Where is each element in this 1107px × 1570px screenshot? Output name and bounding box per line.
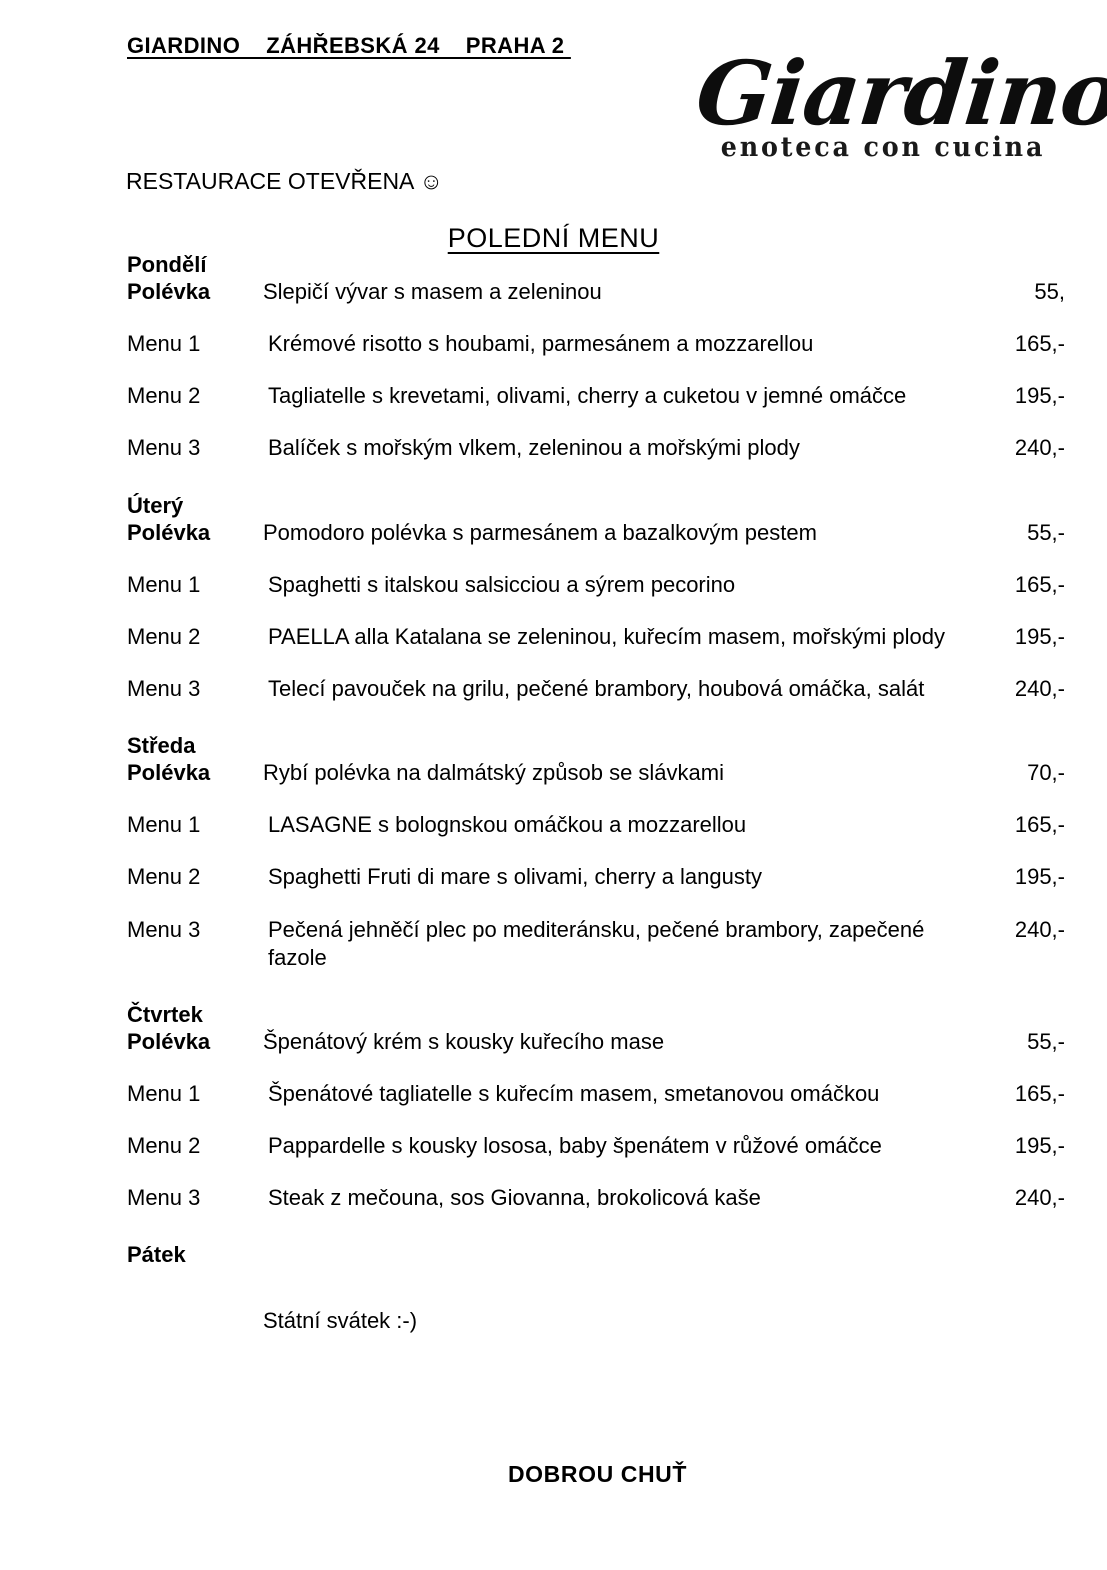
day-block: Čtvrtek Polévka Špenátový krém s kousky ku… — [0, 1002, 1107, 1213]
menu-row-label: Menu 3 — [127, 676, 201, 701]
menu-row: Menu 1 Krémové risotto s houbami, parmesá… — [0, 330, 1107, 358]
menu-row: Menu 2 Spaghetti Fruti di mare s olivami,… — [0, 863, 1107, 891]
menu-row-description: Spaghetti Fruti di mare s olivami, cherr… — [268, 864, 762, 890]
opening-notice: RESTAURACE OTEVŘENA ☺ — [126, 168, 443, 195]
menu-row-label: Menu 2 — [127, 1133, 201, 1159]
friday-closed-note: Státní svátek :-) — [263, 1308, 418, 1334]
menu-row-label: Menu 2 — [127, 864, 201, 890]
menu-row-description: Špenátový krém s kousky kuřecího mase — [263, 1028, 665, 1054]
menu-row: Menu 1 Spaghetti s italskou salsicciou a … — [0, 571, 1107, 599]
menu-row-description: Slepičí vývar s masem a zeleninou — [263, 278, 602, 304]
menu-row-price: 165,- — [1014, 1081, 1065, 1106]
day-block: Středa Polévka Rybí polévka na dalmátský z… — [0, 733, 1107, 972]
menu-row-label: Menu 3 — [127, 916, 201, 942]
menu-row: Menu 2 Pappardelle s kousky lososa, baby … — [0, 1132, 1107, 1160]
menu-row-price: 240,- — [1014, 916, 1065, 942]
day-name: Pátek — [127, 1242, 186, 1268]
menu-row-label: Polévka — [127, 278, 211, 304]
page-title-text: POLEDNÍ MENU — [447, 223, 660, 253]
day-name: Čtvrtek — [127, 1001, 203, 1027]
menu-row-label: Polévka — [127, 519, 211, 545]
giardino-logo: Giardino enoteca con cucina — [692, 41, 1107, 163]
day-name: Středa — [127, 733, 196, 759]
menu-row-price: 55,- — [1027, 1028, 1065, 1054]
bon-appetit-footer: DOBROU CHUŤ — [507, 1461, 688, 1487]
menu-row-description: PAELLA alla Katalana se zeleninou, kuřec… — [268, 623, 946, 649]
menu-row: Menu 2 PAELLA alla Katalana se zeleninou,… — [0, 623, 1107, 651]
menu-row: Menu 1 Špenátové tagliatelle s kuřecím ma… — [0, 1080, 1107, 1108]
menu-days-container: Pondělí Polévka Slepičí vývar s masem a ze… — [0, 252, 1107, 1364]
menu-row-description: LASAGNE s bolognskou omáčkou a mozzarell… — [268, 812, 747, 838]
menu-row-label: Menu 1 — [127, 331, 201, 357]
restaurant-address-header: GIARDINO ZÁHŘEBSKÁ 24 PRAHA 2 — [127, 33, 571, 58]
menu-row-description: Balíček s mořským vlkem, zeleninou a moř… — [268, 435, 800, 461]
menu-row: Menu 3 Pečená jehněčí plec po mediteránsk… — [0, 916, 1107, 972]
menu-row-price: 240,- — [1014, 676, 1065, 701]
menu-row-price: 165,- — [1014, 331, 1065, 357]
menu-row-price: 240,- — [1014, 1185, 1065, 1211]
smiley-face-icon: ☺ — [419, 168, 444, 194]
menu-row-description: Rybí polévka na dalmátský způsob se sláv… — [263, 760, 724, 786]
day-name: Úterý — [127, 492, 184, 518]
menu-row-price: 240,- — [1014, 435, 1065, 461]
day-block: Úterý Polévka Pomodoro polévka s parmesáne… — [0, 493, 1107, 704]
menu-row-description: Pečená jehněčí plec po mediteránsku, peč… — [268, 916, 925, 970]
menu-row-description: Steak z mečouna, sos Giovanna, brokolico… — [268, 1185, 761, 1211]
logo-tagline: enoteca con cucina — [720, 131, 1046, 163]
menu-row: Menu 3 Steak z mečouna, sos Giovanna, bro… — [0, 1184, 1107, 1212]
menu-row-description: Tagliatelle s krevetami, olivami, cherry… — [268, 383, 907, 409]
menu-row-label: Menu 3 — [127, 435, 201, 461]
menu-row: Polévka Rybí polévka na dalmátský způsob … — [0, 759, 1107, 787]
menu-row-label: Menu 2 — [127, 623, 201, 649]
menu-row-label: Menu 3 — [127, 1185, 201, 1211]
menu-row: Polévka Pomodoro polévka s parmesánem a b… — [0, 519, 1107, 547]
menu-row-price: 55,- — [1027, 519, 1065, 545]
menu-row-label: Polévka — [127, 1028, 211, 1054]
opening-notice-text: RESTAURACE OTEVŘENA — [126, 168, 420, 194]
menu-row: Polévka Špenátový krém s kousky kuřecího … — [0, 1028, 1107, 1056]
logo-wordmark: Giardino — [691, 41, 1107, 145]
menu-row-price: 165,- — [1014, 812, 1065, 838]
menu-row-label: Polévka — [127, 760, 211, 786]
page-title: POLEDNÍ MENU — [0, 223, 1107, 254]
menu-row-label: Menu 1 — [127, 1081, 201, 1106]
menu-row: Menu 1 LASAGNE s bolognskou omáčkou a moz… — [0, 811, 1107, 839]
menu-row-label: Menu 1 — [127, 812, 201, 838]
menu-row-description: Pomodoro polévka s parmesánem a bazalkov… — [263, 519, 817, 545]
menu-row-price: 55, — [1034, 278, 1065, 304]
day-block: Pondělí Polévka Slepičí vývar s masem a ze… — [0, 252, 1107, 463]
menu-row-price: 70,- — [1027, 760, 1065, 786]
menu-row-description: Spaghetti s italskou salsicciou a sýrem … — [268, 571, 736, 597]
menu-row-price: 165,- — [1014, 571, 1065, 597]
menu-row-price: 195,- — [1014, 383, 1065, 409]
menu-row: Menu 2 Tagliatelle s krevetami, olivami, … — [0, 382, 1107, 410]
day-name: Pondělí — [127, 252, 207, 277]
menu-row-description: Špenátové tagliatelle s kuřecím masem, s… — [268, 1081, 880, 1106]
menu-row-price: 195,- — [1014, 623, 1065, 649]
menu-row-label: Menu 2 — [127, 383, 201, 409]
day-block-friday: Pátek Státní svátek :-) — [0, 1242, 1107, 1334]
menu-row-price: 195,- — [1014, 1133, 1065, 1159]
menu-row-description: Krémové risotto s houbami, parmesánem a … — [268, 331, 814, 357]
menu-row: Polévka Slepičí vývar s masem a zeleninou… — [0, 278, 1107, 306]
menu-row-description: Telecí pavouček na grilu, pečené brambor… — [268, 676, 925, 701]
menu-row: Menu 3 Balíček s mořským vlkem, zeleninou… — [0, 434, 1107, 462]
menu-row-label: Menu 1 — [127, 571, 201, 597]
menu-row-description: Pappardelle s kousky lososa, baby špenát… — [268, 1133, 882, 1159]
menu-row-price: 195,- — [1014, 864, 1065, 890]
menu-row: Menu 3 Telecí pavouček na grilu, pečené b… — [0, 675, 1107, 703]
